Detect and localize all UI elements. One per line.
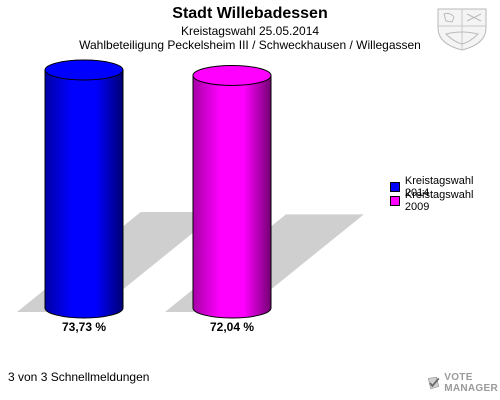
votemanager-logo: VOTE MANAGER [426,368,498,398]
logo-text-manager: MANAGER [444,383,498,394]
coat-of-arms-icon [434,6,490,52]
chart-subtitle-district: Wahlbeteiligung Peckelsheim III / Schwec… [79,38,421,52]
value-label-0: 73,73 % [61,320,107,334]
legend-swatch-2014 [390,182,400,192]
value-label-1: 72,04 % [209,320,255,334]
legend-label-2009: Kreistagswahl 2009 [404,189,474,213]
chart-title: Stadt Willebadessen [172,5,328,22]
footer-status: 3 von 3 Schnellmeldungen [8,370,150,384]
legend-label-2014: Kreistagswahl 2014 [404,175,474,199]
bar-top-0 [44,59,124,81]
legend-swatch-2009 [390,196,400,206]
bar-kreistagswahl-2014 [44,69,124,319]
ballot-check-icon [427,376,440,390]
bar-kreistagswahl-2009 [192,74,272,319]
logo-text-vote: VOTE [444,372,473,383]
bar-top-1 [192,64,272,86]
legend-item-2009: Kreistagswahl 2009 [390,189,500,213]
legend-item-2014: Kreistagswahl 2014 [390,175,500,199]
chart-subtitle-date: Kreistagswahl 25.05.2014 [180,24,320,38]
